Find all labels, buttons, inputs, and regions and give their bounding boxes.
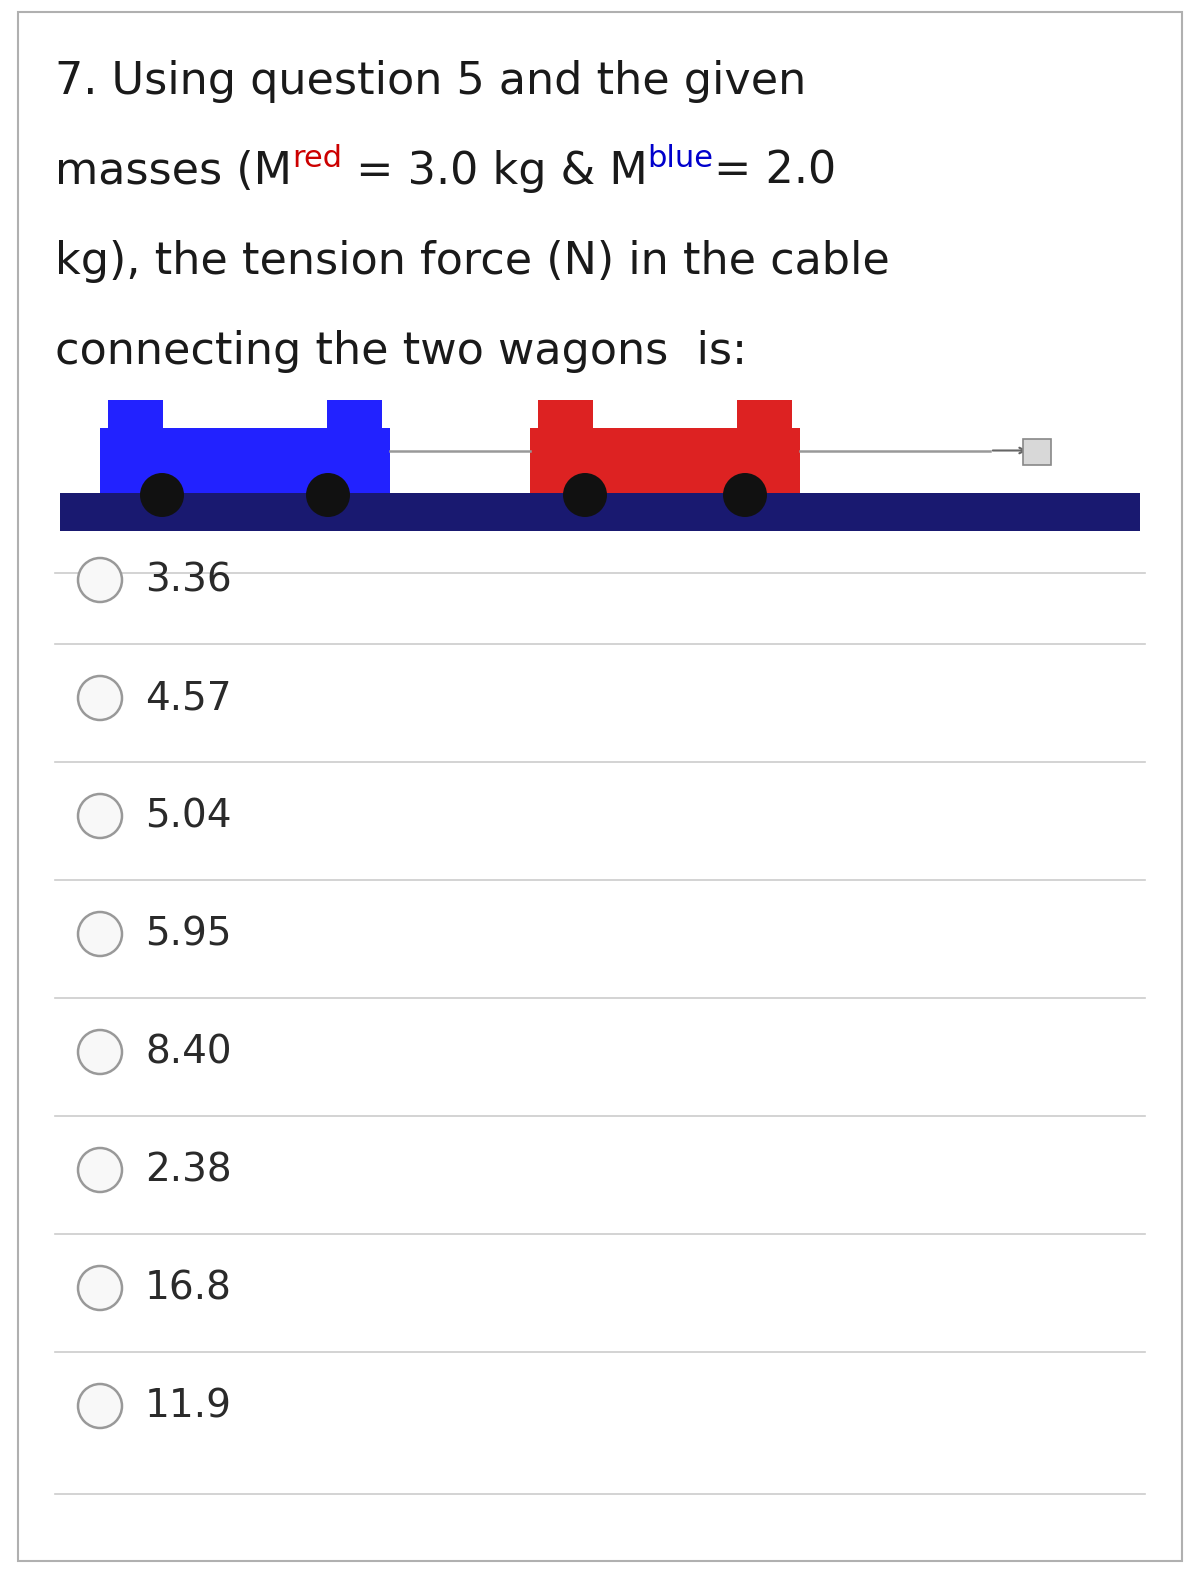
Circle shape xyxy=(78,912,122,956)
Bar xyxy=(108,400,163,428)
Text: connecting the two wagons  is:: connecting the two wagons is: xyxy=(55,330,748,373)
Text: masses (M: masses (M xyxy=(55,149,292,193)
Text: 11.9: 11.9 xyxy=(145,1387,232,1425)
Text: 7. Using question 5 and the given: 7. Using question 5 and the given xyxy=(55,60,806,102)
Text: kg), the tension force (N) in the cable: kg), the tension force (N) in the cable xyxy=(55,241,889,283)
Circle shape xyxy=(78,1148,122,1192)
Bar xyxy=(530,428,800,492)
Bar xyxy=(737,400,792,428)
Text: 4.57: 4.57 xyxy=(145,680,232,717)
Bar xyxy=(60,492,1140,532)
Text: = 3.0 kg & M: = 3.0 kg & M xyxy=(342,149,648,193)
Circle shape xyxy=(722,473,767,518)
Text: red: red xyxy=(292,145,342,173)
Circle shape xyxy=(78,1030,122,1074)
Text: 5.95: 5.95 xyxy=(145,915,232,953)
Bar xyxy=(100,428,390,492)
Circle shape xyxy=(563,473,607,518)
Bar xyxy=(538,400,593,428)
Text: blue: blue xyxy=(648,145,714,173)
Text: 8.40: 8.40 xyxy=(145,1033,232,1071)
Circle shape xyxy=(78,794,122,838)
Bar xyxy=(1022,439,1051,464)
Circle shape xyxy=(78,676,122,720)
Bar xyxy=(326,400,382,428)
Circle shape xyxy=(140,473,184,518)
Text: 16.8: 16.8 xyxy=(145,1269,232,1307)
Text: 2.38: 2.38 xyxy=(145,1151,232,1189)
Circle shape xyxy=(78,558,122,602)
Text: 3.36: 3.36 xyxy=(145,562,232,599)
Circle shape xyxy=(78,1384,122,1428)
Circle shape xyxy=(78,1266,122,1310)
Text: = 2.0: = 2.0 xyxy=(714,149,836,193)
Circle shape xyxy=(306,473,350,518)
Text: 5.04: 5.04 xyxy=(145,798,232,835)
